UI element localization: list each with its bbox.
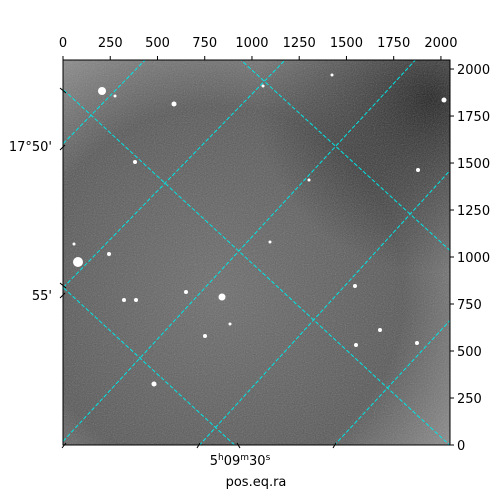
- x-tick-label: 1000: [235, 36, 268, 51]
- x-tick-label: 1500: [330, 36, 363, 51]
- x-tick-label: 500: [145, 36, 170, 51]
- y-tick-label: 1500: [457, 157, 490, 172]
- x-tick-label: 0: [59, 36, 67, 51]
- label-part: s: [266, 453, 271, 463]
- x-axis-label: pos.eq.ra: [226, 475, 287, 490]
- label-part: 5: [210, 454, 218, 469]
- world-y-label: 17°50': [9, 140, 52, 155]
- label-part: h: [218, 453, 224, 463]
- world-ticks: [59, 87, 337, 449]
- plot-frame: [62, 59, 451, 446]
- y-tick-label: 750: [457, 298, 482, 313]
- x-tick-label: 2000: [424, 36, 457, 51]
- y-tick-label: 0: [457, 439, 465, 454]
- sky-image: [63, 60, 450, 445]
- x-tick-label: 750: [192, 36, 217, 51]
- label-part: 30: [249, 454, 266, 469]
- x-tick-label: 1250: [283, 36, 316, 51]
- y-tick-label: 2000: [457, 63, 490, 78]
- y-tick-label: 1250: [457, 204, 490, 219]
- y-tick-label: 1750: [457, 110, 490, 125]
- y-tick-label: 1000: [457, 251, 490, 266]
- y-tick-label: 500: [457, 345, 482, 360]
- label-part: m: [240, 453, 249, 463]
- x-tick-label: 250: [98, 36, 123, 51]
- y-tick-label: 250: [457, 392, 482, 407]
- x-tick-label: 1750: [377, 36, 410, 51]
- label-part: 09: [224, 454, 241, 469]
- world-x-label: 5h09m30s: [210, 453, 271, 469]
- coordinate-grid: [63, 60, 450, 445]
- world-y-label: 55': [32, 289, 52, 304]
